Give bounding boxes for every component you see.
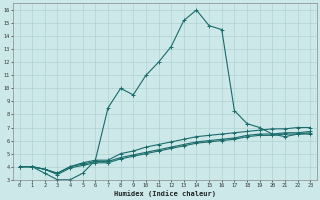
X-axis label: Humidex (Indice chaleur): Humidex (Indice chaleur) xyxy=(114,190,216,197)
